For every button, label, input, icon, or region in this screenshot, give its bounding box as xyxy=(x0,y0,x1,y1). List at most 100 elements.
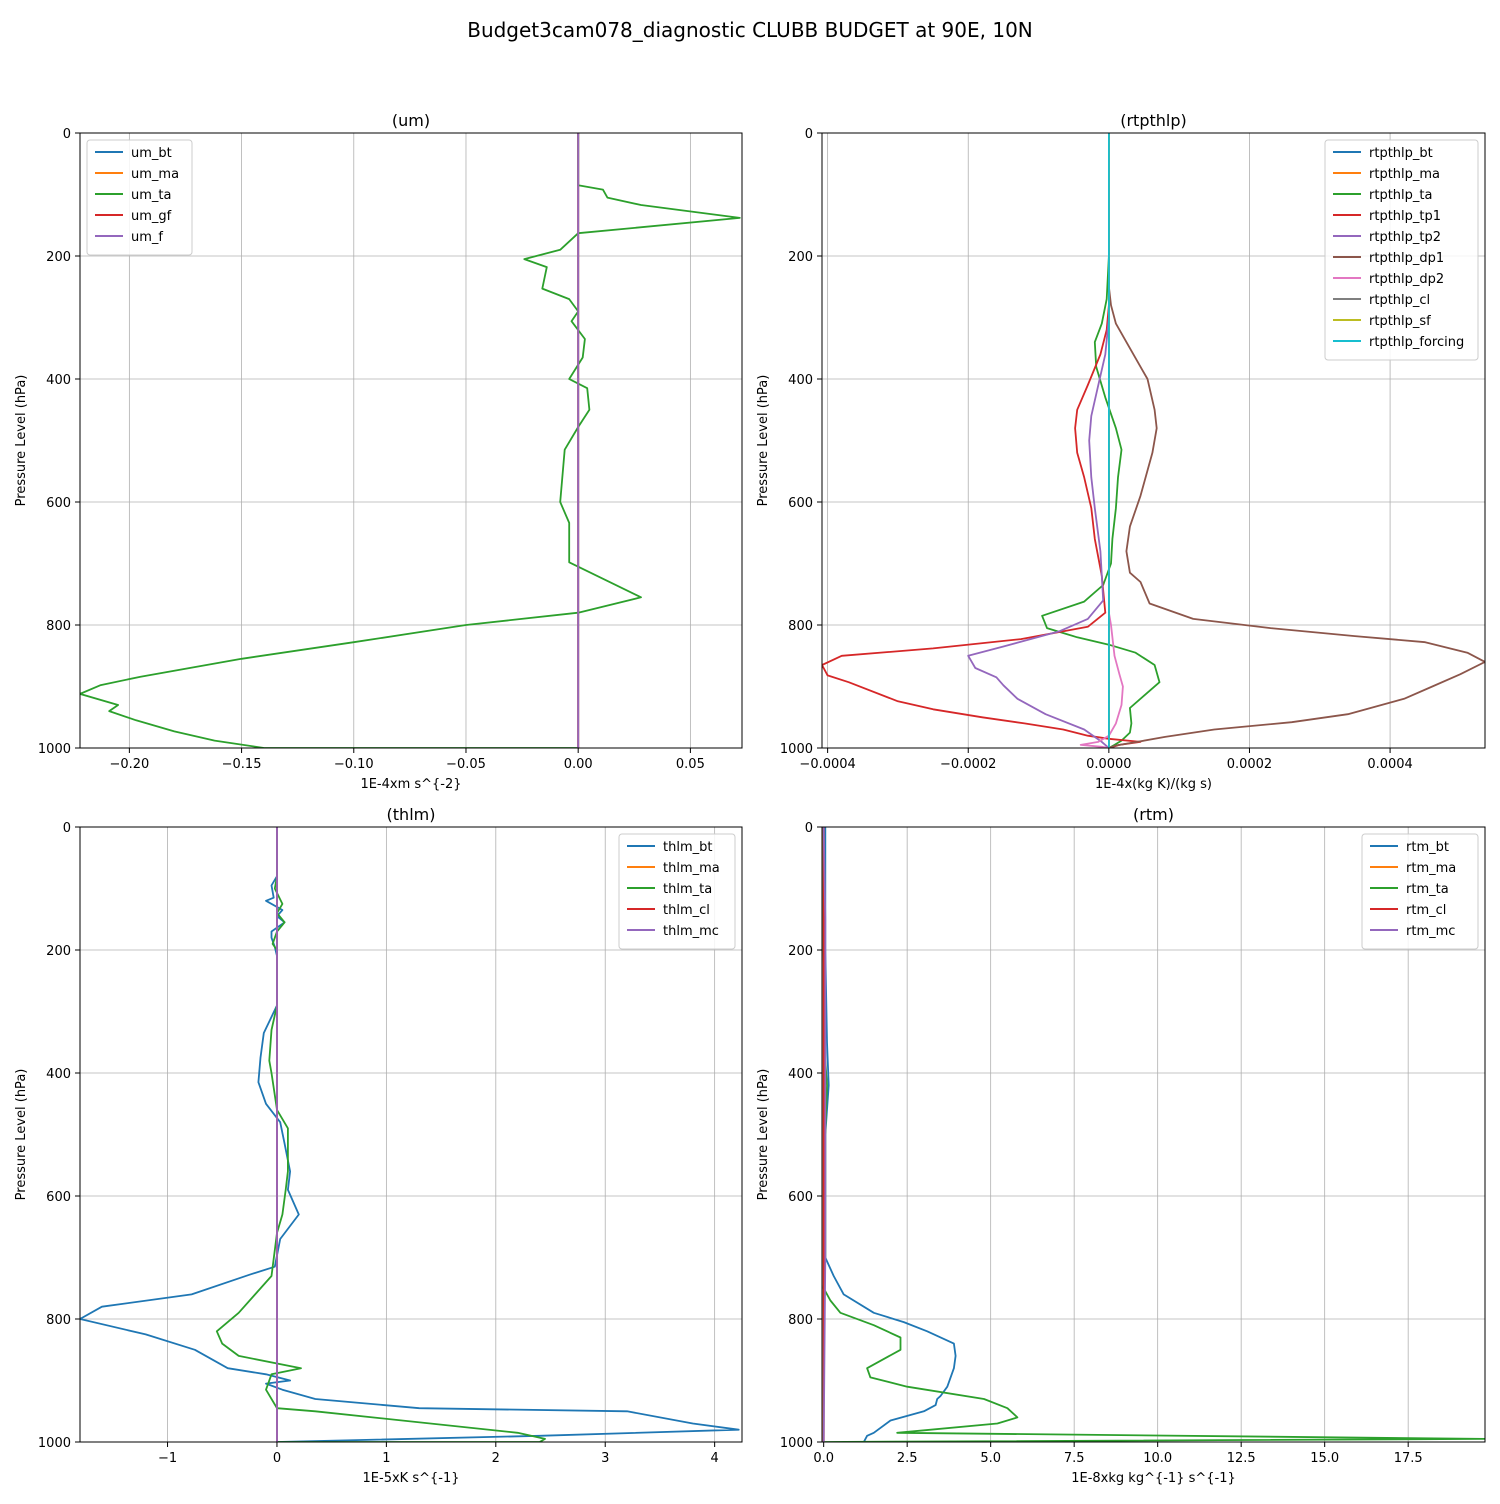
legend-label: um_gf xyxy=(131,209,172,224)
series-group xyxy=(80,133,741,748)
legend-label: thlm_cl xyxy=(663,903,710,918)
x-tick-label: 17.5 xyxy=(1394,1451,1423,1466)
x-tick-label: 2 xyxy=(492,1451,500,1466)
x-tick-label: 4 xyxy=(711,1451,719,1466)
y-axis-label: Pressure Level (hPa) xyxy=(14,375,29,507)
x-tick-label: 7.5 xyxy=(1064,1451,1085,1466)
y-tick-label: 0 xyxy=(805,127,813,142)
series-line-rtpthlp_ta xyxy=(1041,133,1161,748)
legend-label: rtpthlp_dp1 xyxy=(1369,251,1444,266)
panel-title: (thlm) xyxy=(387,805,436,824)
x-tick-label: 1 xyxy=(382,1451,390,1466)
y-tick-label: 600 xyxy=(788,496,813,511)
legend: thlm_bt thlm_ma thlm_ta thlm_cl thlm_mc xyxy=(618,833,736,950)
legend-label: rtm_mc xyxy=(1406,924,1455,939)
axes-frame xyxy=(821,826,1486,1443)
panel-title: (rtpthlp) xyxy=(1120,111,1187,130)
panel-0: −0.20 −0.15 −0.10 −0.05 0.00 0.05 0 200 400 600 80… xyxy=(14,111,743,792)
x-tick-label: 10.0 xyxy=(1143,1451,1172,1466)
y-tick-label: 800 xyxy=(788,619,813,634)
y-tick-label: 200 xyxy=(46,944,71,959)
x-axis-label: 1E-4x(kg K)/(kg s) xyxy=(1095,777,1212,792)
y-tick-label: 400 xyxy=(788,373,813,388)
x-tick-label: 0 xyxy=(273,1451,281,1466)
x-tick-label: −0.0004 xyxy=(799,757,855,772)
y-axis-label: Pressure Level (hPa) xyxy=(14,1069,29,1201)
x-tick-label: 15.0 xyxy=(1310,1451,1339,1466)
x-tick-label: 12.5 xyxy=(1227,1451,1256,1466)
axes-frame xyxy=(79,826,743,1443)
legend-label: um_ta xyxy=(131,188,171,203)
legend-box xyxy=(618,833,736,950)
x-axis-label: 1E-4xm s^{-2} xyxy=(360,777,461,792)
y-tick-label: 400 xyxy=(788,1067,813,1082)
y-tick-label: 0 xyxy=(63,821,71,836)
series-line-rtpthlp_tp2 xyxy=(967,133,1110,748)
y-tick-label: 1000 xyxy=(38,1436,71,1451)
series-line-rtpthlp_dp2 xyxy=(1079,133,1124,748)
x-tick-label: 3 xyxy=(601,1451,609,1466)
x-tick-label: 0.0002 xyxy=(1227,757,1273,772)
x-tick-label: 0.05 xyxy=(676,757,705,772)
panels: −0.20 −0.15 −0.10 −0.05 0.00 0.05020040060080… xyxy=(14,111,1486,1486)
legend-label: um_ma xyxy=(131,167,179,182)
x-tick-label: 0.0000 xyxy=(1086,757,1132,772)
legend-label: thlm_ma xyxy=(663,861,720,876)
x-tick-label: −0.0002 xyxy=(940,757,996,772)
y-tick-label: 200 xyxy=(46,250,71,265)
y-tick-label: 0 xyxy=(805,821,813,836)
x-tick-label: −1 xyxy=(158,1451,177,1466)
legend-box xyxy=(86,139,193,256)
series-group xyxy=(822,827,1485,1442)
y-tick-label: 600 xyxy=(46,496,71,511)
legend-label: rtm_ma xyxy=(1406,861,1456,876)
legend: rtm_bt rtm_ma rtm_ta rtm_cl rtm_mc xyxy=(1361,833,1479,950)
panel-1: −0.0004 −0.0002 0.0000 0.0002 0.0004 0 200 400 6… xyxy=(756,111,1486,792)
x-tick-label: 5.0 xyxy=(980,1451,1001,1466)
x-axis-label: 1E-5xK s^{-1} xyxy=(363,1471,460,1486)
legend-label: thlm_ta xyxy=(663,882,712,897)
legend-label: rtpthlp_bt xyxy=(1369,146,1433,161)
series-line-rtm_mc xyxy=(822,827,827,1442)
y-tick-label: 200 xyxy=(788,250,813,265)
legend-label: thlm_bt xyxy=(663,840,712,855)
series-line-um_ta xyxy=(80,133,741,748)
y-tick-label: 1000 xyxy=(780,1436,813,1451)
x-tick-label: 2.5 xyxy=(897,1451,918,1466)
x-tick-label: 0.0004 xyxy=(1367,757,1413,772)
series-group xyxy=(80,827,740,1442)
axes-frame xyxy=(79,132,743,749)
panel-2: −1 0 1 2 3 4 0 200 400 600 800 1000 (thlm) 1E-5xK s^{… xyxy=(14,805,743,1486)
x-tick-label: 0.00 xyxy=(564,757,593,772)
y-tick-label: 1000 xyxy=(780,742,813,757)
panel-title: (rtm) xyxy=(1133,805,1174,824)
legend-label: rtpthlp_tp2 xyxy=(1369,230,1441,245)
legend-label: rtpthlp_sf xyxy=(1369,314,1431,329)
legend-label: rtm_bt xyxy=(1406,840,1449,855)
y-tick-label: 800 xyxy=(788,1313,813,1328)
y-tick-label: 400 xyxy=(46,1067,71,1082)
legend-label: um_f xyxy=(131,230,163,245)
legend-label: rtpthlp_ta xyxy=(1369,188,1432,203)
legend-label: rtpthlp_tp1 xyxy=(1369,209,1441,224)
y-tick-label: 0 xyxy=(63,127,71,142)
y-axis-label: Pressure Level (hPa) xyxy=(756,375,771,507)
legend-label: rtpthlp_dp2 xyxy=(1369,272,1444,287)
y-tick-label: 200 xyxy=(788,944,813,959)
series-line-rtpthlp_dp1 xyxy=(1108,133,1485,748)
legend-label: rtm_ta xyxy=(1406,882,1449,897)
series-line-thlm_ta xyxy=(215,827,546,1442)
y-tick-label: 600 xyxy=(46,1190,71,1205)
y-tick-label: 800 xyxy=(46,619,71,634)
legend-label: rtpthlp_cl xyxy=(1369,293,1430,308)
x-tick-label: −0.20 xyxy=(109,757,149,772)
legend: rtpthlp_bt rtpthlp_ma rtpthlp_ta rtpthlp_tp… xyxy=(1324,139,1479,361)
series-line-rtpthlp_tp1 xyxy=(822,133,1142,748)
axes-frame xyxy=(821,132,1486,749)
y-tick-label: 800 xyxy=(46,1313,71,1328)
legend-label: um_bt xyxy=(131,146,172,161)
legend-box xyxy=(1361,833,1479,950)
